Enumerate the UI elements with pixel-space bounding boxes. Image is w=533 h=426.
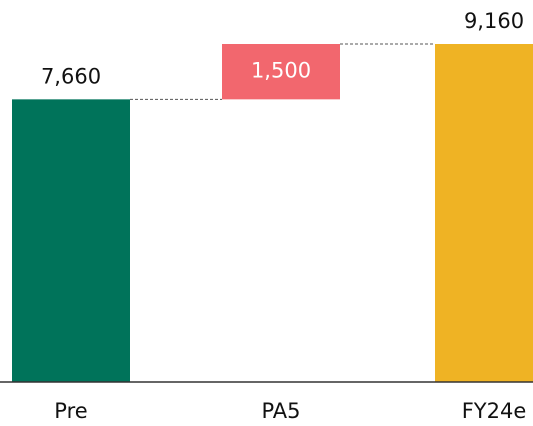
value-label: 9,160 [464,9,524,33]
value-label: 1,500 [251,59,311,83]
value-label: 7,660 [41,64,101,88]
x-tick-label: FY24e [462,399,527,423]
x-tick-label: PA5 [261,399,300,423]
bar [12,99,130,383]
bar [222,44,340,100]
x-tick-label: Pre [54,399,87,423]
bar [435,44,533,382]
